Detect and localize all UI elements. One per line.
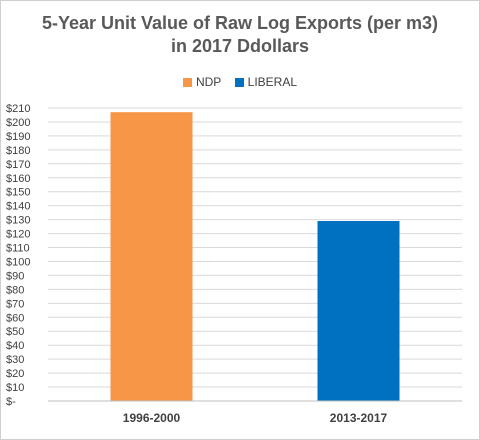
y-tick-label: $110	[6, 243, 30, 255]
y-tick-label: $20	[6, 368, 24, 380]
y-tick-label: $160	[6, 173, 30, 185]
x-category-label: 1996-2000	[123, 411, 181, 425]
chart-title-line2: in 2017 Ddollars	[170, 36, 310, 56]
y-tick-label: $50	[6, 326, 24, 338]
y-tick-label: $40	[6, 340, 24, 352]
y-tick-label: $150	[6, 187, 30, 199]
y-tick-label: $190	[6, 131, 30, 143]
chart-legend: NDP LIBERAL	[0, 75, 480, 89]
chart-title: 5-Year Unit Value of Raw Log Exports (pe…	[0, 12, 480, 58]
legend-label-ndp: NDP	[195, 75, 222, 89]
legend-swatch-liberal	[234, 78, 244, 87]
y-tick-label: $30	[6, 354, 24, 366]
y-tick-label: $70	[6, 298, 24, 310]
y-tick-label: $180	[6, 145, 30, 157]
legend-label-liberal: LIBERAL	[247, 75, 298, 89]
y-tick-label: $130	[6, 215, 30, 227]
chart-title-line1: 5-Year Unit Value of Raw Log Exports (pe…	[41, 13, 439, 33]
bar-ndp-1996-2000	[110, 112, 193, 401]
y-tick-label: $90	[6, 270, 24, 282]
y-tick-label: $100	[6, 256, 30, 268]
x-category-label: 2013-2017	[330, 411, 388, 425]
legend-item-liberal: LIBERAL	[234, 75, 298, 89]
y-tick-label: $60	[6, 312, 24, 324]
y-tick-label: $210	[6, 103, 30, 115]
y-tick-label: $80	[6, 284, 24, 296]
legend-item-ndp: NDP	[182, 75, 222, 89]
y-tick-label: $200	[6, 117, 30, 129]
y-tick-label: $-	[6, 396, 16, 408]
y-tick-label: $170	[6, 159, 30, 171]
y-tick-label: $140	[6, 201, 30, 213]
legend-swatch-ndp	[182, 78, 192, 87]
y-tick-label: $10	[6, 382, 24, 394]
y-tick-label: $120	[6, 229, 30, 241]
bar-liberal-2013-2017	[317, 221, 400, 401]
